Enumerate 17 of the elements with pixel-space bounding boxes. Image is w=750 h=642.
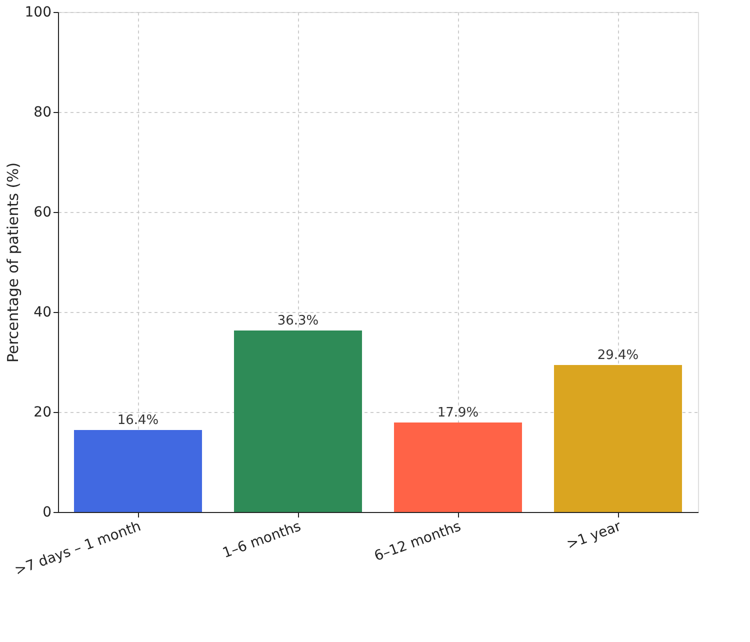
bar (234, 330, 362, 512)
x-tick-label: >7 days – 1 month (12, 518, 144, 580)
y-tick-label: 80 (34, 104, 52, 120)
bar (554, 365, 682, 512)
data-label: 36.3% (277, 314, 319, 328)
data-label: 16.4% (117, 413, 159, 428)
data-label: 29.4% (597, 348, 639, 363)
y-tick-label: 20 (34, 404, 52, 420)
y-tick-label: 100 (24, 4, 52, 20)
x-tick-label: >1 year (564, 518, 624, 553)
data-label: 17.9% (437, 406, 479, 420)
y-tick-label: 0 (42, 504, 52, 520)
bar (394, 422, 522, 512)
bar (74, 430, 202, 512)
y-tick-label: 60 (34, 204, 52, 220)
y-tick-label: 40 (34, 304, 52, 320)
y-axis-title: Percentage of patients (%) (4, 162, 22, 363)
